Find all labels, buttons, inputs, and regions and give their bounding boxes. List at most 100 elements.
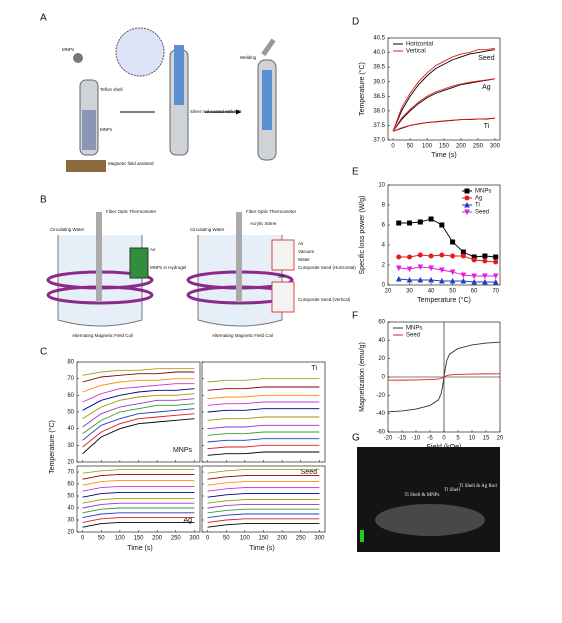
marker bbox=[482, 253, 488, 259]
legend-label: Ag bbox=[475, 196, 482, 202]
series-line bbox=[82, 371, 195, 383]
y-tick-label: 8 bbox=[382, 203, 386, 209]
series-line bbox=[207, 518, 320, 523]
marker bbox=[450, 253, 456, 259]
animal bbox=[375, 504, 485, 536]
y-tick-label: 70 bbox=[67, 470, 74, 476]
legend-label: Seed bbox=[406, 333, 420, 339]
y-tick-label: 80 bbox=[67, 360, 74, 366]
marker bbox=[471, 278, 477, 285]
marker bbox=[460, 272, 467, 279]
marker bbox=[449, 277, 456, 284]
series-line bbox=[392, 47, 495, 132]
series-line bbox=[398, 218, 496, 258]
marker bbox=[417, 219, 423, 225]
marker bbox=[428, 253, 434, 259]
series-line bbox=[82, 368, 195, 376]
subplot-label: MNPs bbox=[173, 447, 193, 454]
scale-bar bbox=[360, 530, 364, 542]
plot-frame bbox=[387, 184, 501, 286]
marker bbox=[439, 267, 445, 274]
label: Circulating Water bbox=[190, 227, 225, 232]
silver-rod bbox=[174, 45, 184, 105]
x-tick-label: 300 bbox=[189, 536, 200, 542]
marker bbox=[439, 277, 445, 284]
series-line bbox=[392, 117, 495, 132]
x-tick-label: 5 bbox=[456, 436, 460, 442]
legend-label: MNPs bbox=[475, 189, 491, 195]
series-line bbox=[387, 373, 501, 381]
y-tick-label: 30 bbox=[67, 443, 74, 449]
y-tick-label: 70 bbox=[67, 376, 74, 382]
series-line bbox=[82, 521, 195, 528]
thermometer bbox=[96, 212, 102, 302]
mnp-fill bbox=[82, 110, 96, 150]
legend-label: MNPs bbox=[406, 326, 422, 332]
x-tick-label: -15 bbox=[398, 436, 407, 442]
marker bbox=[407, 220, 413, 226]
marker bbox=[492, 278, 499, 285]
series-line bbox=[82, 413, 195, 448]
series-line bbox=[82, 378, 195, 393]
y-tick-label: 6 bbox=[382, 223, 386, 229]
series-line bbox=[207, 499, 320, 504]
legend-label: Ti bbox=[475, 203, 480, 209]
marker bbox=[396, 220, 402, 226]
annotation: Ti Shell & Ag Rod bbox=[459, 484, 497, 489]
y-tick-label: 37.0 bbox=[373, 138, 385, 144]
series-line bbox=[82, 398, 195, 428]
label: Composite Seed (Vertical) bbox=[298, 297, 351, 302]
x-tick-label: 20 bbox=[385, 289, 392, 295]
x-tick-label: 200 bbox=[277, 536, 288, 542]
series-line bbox=[207, 493, 320, 498]
series-line bbox=[82, 403, 195, 435]
x-tick-label: 150 bbox=[439, 144, 450, 150]
series-line bbox=[207, 444, 320, 450]
series-line bbox=[398, 254, 496, 263]
x-tick-label: -10 bbox=[412, 436, 421, 442]
x-tick-label: 150 bbox=[133, 536, 144, 542]
label: Magnetic field assisted bbox=[108, 161, 154, 166]
label: Acrylic Stirrer bbox=[250, 221, 277, 226]
series-line bbox=[207, 431, 320, 436]
plot-frame bbox=[201, 361, 326, 463]
welder bbox=[261, 38, 276, 57]
marker bbox=[471, 257, 477, 263]
marker bbox=[406, 266, 413, 273]
x-tick-label: 50 bbox=[407, 144, 414, 150]
y-tick-label: 20 bbox=[67, 460, 74, 466]
x-tick-label: -20 bbox=[384, 436, 393, 442]
series-line bbox=[207, 487, 320, 492]
series-line bbox=[82, 388, 195, 411]
marker bbox=[417, 276, 424, 283]
annotation: Ti Shell bbox=[444, 488, 460, 493]
y-tick-label: 40 bbox=[378, 338, 385, 344]
y-axis-label: Temperature (°C) bbox=[48, 420, 56, 474]
series-line bbox=[207, 481, 320, 486]
marker bbox=[417, 252, 423, 258]
y-tick-label: 40 bbox=[67, 506, 74, 512]
label: OR bbox=[278, 274, 286, 279]
x-tick-label: 250 bbox=[296, 536, 307, 542]
series-line bbox=[207, 401, 320, 406]
series-line bbox=[82, 418, 195, 455]
x-tick-label: 60 bbox=[471, 289, 478, 295]
x-tick-label: 100 bbox=[115, 536, 126, 542]
marker bbox=[482, 258, 488, 264]
x-axis-label: Time (s) bbox=[431, 152, 456, 159]
seed-inset bbox=[271, 281, 295, 313]
series-line bbox=[207, 394, 320, 400]
series-line bbox=[82, 517, 195, 523]
label: Circulating Water bbox=[50, 227, 85, 232]
series-line bbox=[207, 513, 320, 519]
label: Composite Seed (Horizontal) bbox=[298, 265, 356, 270]
panel-label: E bbox=[352, 167, 359, 178]
x-tick-label: 100 bbox=[240, 536, 251, 542]
label: Air bbox=[298, 241, 304, 246]
xray-image bbox=[357, 447, 500, 552]
marker bbox=[460, 277, 467, 284]
x-tick-label: 150 bbox=[258, 536, 269, 542]
marker bbox=[460, 249, 466, 255]
x-tick-label: 40 bbox=[428, 289, 435, 295]
y-tick-label: 10 bbox=[378, 183, 385, 189]
